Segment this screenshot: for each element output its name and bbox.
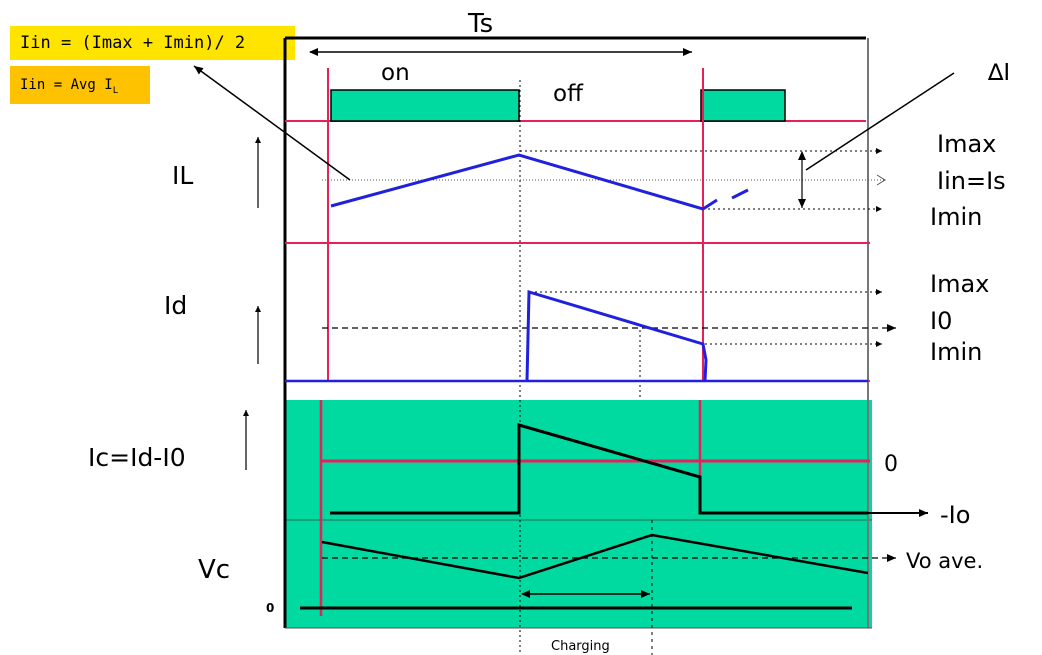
ic-label: Ic=Id-I0 [88,443,186,472]
il-rise-tail [731,188,749,200]
vc-waveform [321,533,869,580]
vc-panel [285,520,872,628]
iin-avg-note: Iin = Avg IL [10,66,150,104]
ts-label: Ts [467,9,493,39]
id-i0-label: I0 [930,307,952,335]
vc-label: Vc [198,555,230,585]
switch-on-pulse-1 [330,89,520,122]
switch-on-pulse-2 [700,89,786,122]
il-iin-label: Iin=Is [937,167,1006,195]
id-waveform [525,289,708,382]
iin-avg-text: Iin = Avg I [20,77,113,93]
charging-label: Charging [551,639,610,654]
il-imin-label: Imin [930,203,982,231]
id-imin-label: Imin [930,338,982,366]
iin-avg-subscript: L [112,85,119,96]
ic-waveform [330,423,868,515]
il-label: IL [172,161,193,190]
id-label: Id [164,291,187,320]
on-label: on [381,60,410,86]
id-imax-label: Imax [930,270,989,298]
il-waveform [330,153,718,211]
il-imax-label: Imax [937,130,996,158]
vo-ave-label: Vo ave. [906,549,983,573]
vc-zero-label: 0 [266,601,274,615]
il-iin-open-arrow [876,174,886,186]
ic-neg-io-label: -Io [940,501,970,529]
delta-i-pointer [805,72,955,171]
off-label: off [553,81,584,107]
iin-formula-note: Iin = (Imax + Imin)/ 2 [10,26,295,60]
iin-formula-pointer [193,65,351,181]
delta-i-label: ∆I [987,60,1010,86]
ic-zero-label: 0 [884,452,898,477]
